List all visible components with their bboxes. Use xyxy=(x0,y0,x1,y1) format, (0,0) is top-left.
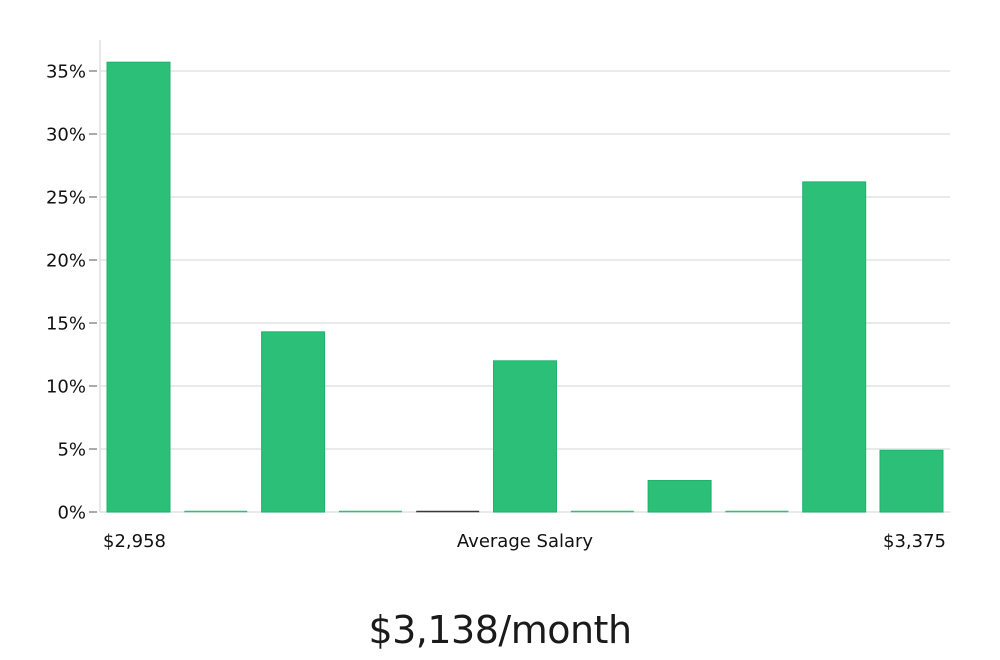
histogram-bar xyxy=(647,480,712,513)
x-max-label: $3,375 xyxy=(883,531,946,552)
x-axis-title: Average Salary xyxy=(457,531,594,552)
y-tick-label: 35% xyxy=(46,62,86,83)
bars xyxy=(106,61,944,513)
histogram-bar xyxy=(261,331,326,513)
y-axis: 0% 5% 10% 15% 20% 25% 30% 35% xyxy=(46,40,101,524)
y-tick-label: 0% xyxy=(57,503,86,524)
y-tick-label: 10% xyxy=(46,377,86,398)
y-tick-label: 5% xyxy=(57,440,86,461)
histogram-bar xyxy=(879,449,944,513)
salary-histogram: 0% 5% 10% 15% 20% 25% 30% 35% $2,958 Average Sa… xyxy=(46,40,950,552)
y-tick-label: 20% xyxy=(46,251,86,272)
histogram-bar xyxy=(802,181,867,513)
y-tick-label: 25% xyxy=(46,188,86,209)
histogram-bar xyxy=(493,360,557,513)
x-min-label: $2,958 xyxy=(103,531,166,552)
average-salary-headline: $3,138/month xyxy=(368,608,632,652)
histogram-bar xyxy=(106,61,171,513)
y-tick-label: 30% xyxy=(46,125,86,146)
y-tick-label: 15% xyxy=(46,314,86,335)
x-axis: $2,958 Average Salary $3,375 xyxy=(103,531,946,552)
